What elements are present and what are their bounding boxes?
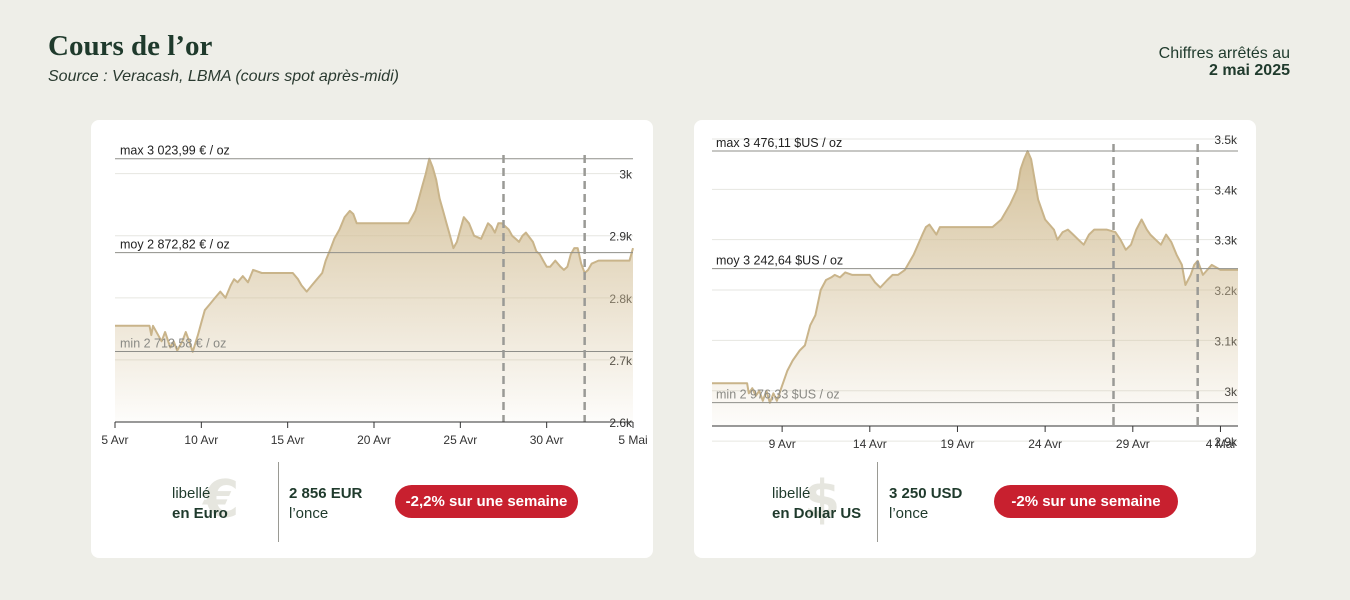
currency-label: libellé en Dollar US: [772, 484, 861, 524]
price-value: 2 856 EUR: [289, 485, 363, 502]
price-area: [712, 151, 1238, 426]
price-line: [712, 150, 1238, 404]
x-tick-label: 5 Mai: [618, 433, 647, 447]
as-of-date: 2 mai 2025: [1209, 62, 1290, 79]
price-line: [115, 157, 634, 353]
y-tick-label: 3k: [619, 168, 633, 182]
y-tick-label: 3.5k: [1214, 133, 1238, 147]
y-tick-label: 2.9k: [1214, 435, 1238, 449]
price-value: 3 250 USD: [889, 485, 963, 502]
card-footer: € libellé en Euro 2 856 EUR l’once -2,2%…: [91, 460, 653, 544]
min-reference-label: min 2 713,58 € / oz: [120, 336, 226, 350]
weekly-change-badge: -2,2% sur une semaine: [395, 485, 578, 518]
moy-reference-label: moy 2 872,82 € / oz: [120, 238, 230, 252]
x-tick-label: 15 Avr: [271, 433, 305, 447]
card-footer: $ libellé en Dollar US 3 250 USD l’once …: [694, 460, 1256, 544]
x-tick-label: 19 Avr: [941, 437, 975, 451]
x-tick-label: 25 Avr: [443, 433, 477, 447]
price-area: [115, 158, 633, 422]
weekly-change-badge: -2% sur une semaine: [994, 485, 1178, 518]
currency-label-top: libellé: [172, 485, 211, 502]
footer-divider: [877, 462, 878, 542]
currency-label-name: en Euro: [172, 505, 228, 522]
price-block: 3 250 USD l’once: [889, 484, 962, 524]
source-note: Source : Veracash, LBMA (cours spot aprè…: [48, 68, 399, 85]
min-reference-label: min 2 976,33 $US / oz: [716, 388, 840, 402]
moy-reference-label: moy 3 242,64 $US / oz: [716, 254, 843, 268]
x-tick-label: 29 Avr: [1116, 437, 1150, 451]
dollar-icon: $: [804, 470, 841, 530]
as-of-prefix: Chiffres arrêtés au: [1158, 45, 1290, 62]
price-block: 2 856 EUR l’once: [289, 484, 362, 524]
as-of-note: Chiffres arrêtés au 2 mai 2025: [1159, 45, 1290, 79]
x-tick-label: 5 Avr: [101, 433, 128, 447]
footer-divider: [278, 462, 279, 542]
x-tick-label: 14 Avr: [853, 437, 887, 451]
x-tick-label: 24 Avr: [1028, 437, 1062, 451]
x-tick-label: 9 Avr: [769, 437, 796, 451]
max-reference-label: max 3 023,99 € / oz: [120, 144, 230, 158]
page-title: Cours de l’or: [48, 30, 213, 62]
y-tick-label: 2.9k: [609, 230, 633, 244]
y-tick-label: 3.3k: [1214, 234, 1238, 248]
x-tick-label: 10 Avr: [184, 433, 218, 447]
x-tick-label: 4 Mai: [1206, 437, 1235, 451]
x-tick-label: 30 Avr: [530, 433, 564, 447]
currency-label: libellé en Euro: [172, 484, 228, 524]
y-tick-label: 3.4k: [1214, 183, 1238, 197]
currency-label-name: en Dollar US: [772, 505, 862, 522]
price-unit: l’once: [889, 505, 929, 522]
currency-label-top: libellé: [772, 485, 811, 502]
x-tick-label: 20 Avr: [357, 433, 391, 447]
price-unit: l’once: [289, 505, 329, 522]
euro-icon: €: [203, 470, 240, 530]
max-reference-label: max 3 476,11 $US / oz: [716, 136, 842, 150]
